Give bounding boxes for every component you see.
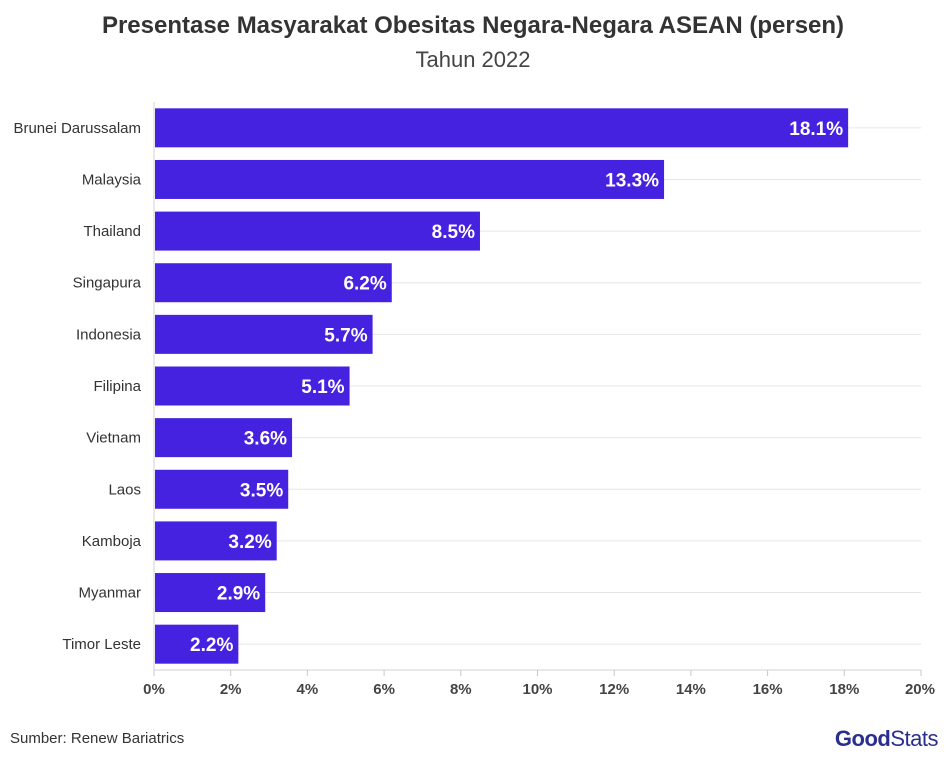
x-tick-label: 4% [297, 681, 319, 698]
bar [155, 418, 293, 458]
category-label: Filipina [93, 378, 141, 395]
value-label: 18.1% [789, 119, 843, 140]
x-tick-label: 0% [143, 681, 165, 698]
category-label: Kamboja [82, 533, 142, 550]
bar [155, 469, 289, 509]
category-label: Laos [108, 481, 141, 498]
value-label: 5.7% [324, 325, 367, 346]
category-label: Indonesia [76, 326, 142, 343]
x-tick-label: 16% [753, 681, 783, 698]
bar [155, 263, 392, 303]
logo-stats-text: Stats [890, 726, 938, 751]
bar [155, 521, 277, 561]
x-tick-label: 18% [829, 681, 859, 698]
value-label: 2.9% [217, 584, 260, 605]
chart-subtitle: Tahun 2022 [415, 47, 531, 72]
bar [155, 108, 849, 148]
category-label: Malaysia [82, 171, 142, 188]
value-label: 3.2% [228, 532, 271, 553]
category-label: Thailand [83, 223, 141, 240]
category-label: Timor Leste [62, 636, 141, 653]
category-label: Vietnam [86, 430, 141, 447]
x-tick-label: 10% [522, 681, 552, 698]
bar [155, 573, 266, 613]
x-tick-label: 12% [599, 681, 629, 698]
bar [155, 314, 373, 354]
value-label: 5.1% [301, 377, 344, 398]
x-tick-label: 20% [905, 681, 935, 698]
value-label: 8.5% [432, 222, 475, 243]
value-label: 3.5% [240, 480, 283, 501]
source-note: Sumber: Renew Bariatrics [10, 730, 185, 747]
bar [155, 159, 665, 199]
category-label: Singapura [73, 275, 142, 292]
bar [155, 624, 239, 664]
x-tick-label: 8% [450, 681, 472, 698]
chart-title: Presentase Masyarakat Obesitas Negara-Ne… [101, 12, 845, 39]
x-tick-label: 14% [676, 681, 706, 698]
goodstats-logo: GoodStats [834, 726, 939, 752]
value-label: 3.6% [244, 429, 287, 450]
x-tick-label: 6% [373, 681, 395, 698]
bar [155, 211, 480, 251]
category-label: Brunei Darussalam [13, 120, 141, 137]
x-tick-label: 2% [220, 681, 242, 698]
logo-good-text: Good [834, 726, 891, 751]
category-label: Myanmar [78, 585, 141, 602]
value-label: 13.3% [605, 170, 659, 191]
value-label: 6.2% [343, 274, 386, 295]
value-label: 2.2% [190, 635, 233, 656]
bar [155, 366, 350, 406]
